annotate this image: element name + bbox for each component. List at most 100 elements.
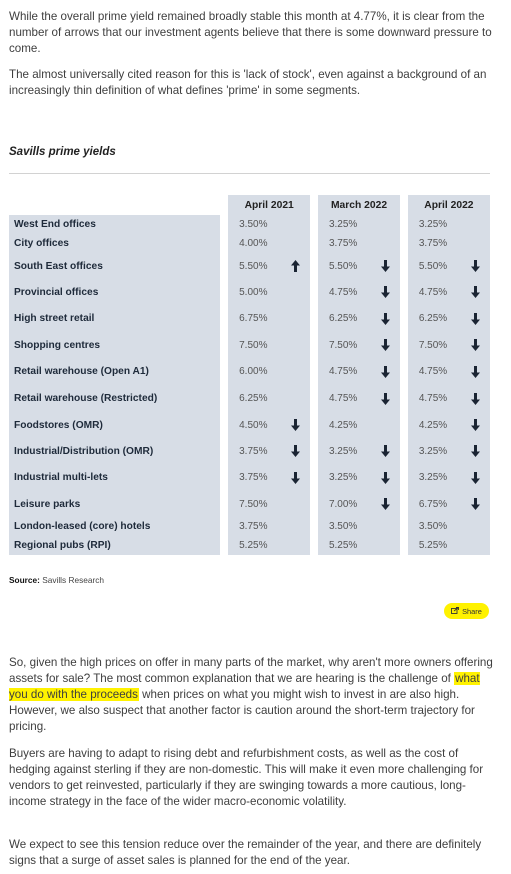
arrow-down-icon <box>381 260 391 272</box>
header-blank <box>9 195 221 215</box>
body-paragraph-3: So, given the high prices on offer in ma… <box>9 655 499 735</box>
p3-text-before: So, given the high prices on offer in ma… <box>9 656 493 685</box>
yield-value: 3.25% <box>418 472 448 483</box>
yield-value: 6.00% <box>239 366 268 377</box>
arrow-down-icon <box>291 445 301 457</box>
arrow-down-icon <box>471 419 480 431</box>
table-row: Retail warehouse (Restricted) 6.25% 4.75% 4… <box>9 385 490 412</box>
table-row: West End offices 3.50% 3.25% 3.25% <box>9 215 490 234</box>
yield-value: 7.50% <box>328 339 358 351</box>
prime-yields-table: April 2021 March 2022 April 2022 West En… <box>9 195 490 555</box>
value-cell: 4.50% <box>228 412 311 438</box>
value-cell: 6.00% <box>228 358 311 385</box>
value-cell: 4.75% <box>407 279 490 305</box>
table-row: Foodstores (OMR) 4.50% 4.25% 4.25% <box>9 412 490 438</box>
yield-value: 7.50% <box>239 498 268 510</box>
yield-value: 3.75% <box>418 238 448 249</box>
value-cell: 7.00% <box>317 491 401 517</box>
yield-value: 5.00% <box>239 286 268 298</box>
table-row: Retail warehouse (Open A1) 6.00% 4.75% 4.75… <box>9 358 490 385</box>
yield-value: 4.75% <box>418 286 448 298</box>
source-label: Source: <box>9 575 40 585</box>
yield-value: 5.25% <box>328 540 358 551</box>
p3-text-after: when prices on what you might wish to in… <box>9 688 475 733</box>
yield-value: 3.50% <box>418 521 448 532</box>
yield-value: 6.25% <box>328 313 358 324</box>
body-paragraph-4: Buyers are having to adapt to rising deb… <box>9 747 484 808</box>
yield-value: 3.75% <box>239 521 268 532</box>
divider <box>9 173 490 174</box>
row-label: Retail warehouse (Open A1) <box>9 358 221 385</box>
value-cell: 4.00% <box>228 234 311 253</box>
yield-value: 3.25% <box>328 472 358 483</box>
value-cell: 4.25% <box>407 412 490 438</box>
arrow-down-icon <box>381 286 391 298</box>
yield-value: 5.50% <box>328 260 358 272</box>
yield-value: 3.50% <box>239 219 268 230</box>
value-cell: 4.75% <box>317 279 401 305</box>
row-label: West End offices <box>9 215 221 234</box>
arrow-down-icon <box>381 498 391 510</box>
row-label: Regional pubs (RPI) <box>9 536 221 555</box>
arrow-down-icon <box>471 445 480 457</box>
value-cell: 4.75% <box>407 385 490 412</box>
value-cell: 3.25% <box>317 464 401 491</box>
row-label: London-leased (core) hotels <box>9 517 221 536</box>
value-cell: 7.50% <box>228 332 311 358</box>
value-cell: 6.25% <box>228 385 311 412</box>
value-cell: 5.25% <box>317 536 401 555</box>
yield-value: 5.25% <box>418 540 448 551</box>
source-note: Source: Savills Research <box>9 575 104 585</box>
arrow-down-icon <box>471 392 480 405</box>
row-label: Foodstores (OMR) <box>9 412 221 438</box>
row-label: South East offices <box>9 253 221 279</box>
arrow-down-icon <box>471 365 480 378</box>
arrow-down-icon <box>381 365 391 378</box>
table-row: Industrial/Distribution (OMR) 3.75% 3.25% 3… <box>9 438 490 464</box>
column-header: March 2022 <box>317 195 401 215</box>
value-cell: 6.25% <box>317 305 401 332</box>
intro-paragraph-2: The almost universally cited reason for … <box>9 68 487 97</box>
value-cell: 3.75% <box>228 438 311 464</box>
yield-value: 4.00% <box>239 238 268 249</box>
row-label: City offices <box>9 234 221 253</box>
row-label: High street retail <box>9 305 221 332</box>
yield-value: 6.75% <box>239 313 268 324</box>
yield-value: 6.75% <box>418 498 448 510</box>
yield-value: 3.25% <box>328 445 358 457</box>
row-label: Provincial offices <box>9 279 221 305</box>
yield-value: 4.25% <box>328 419 358 431</box>
table-row: Provincial offices 5.00% 4.75% 4.75% <box>9 279 490 305</box>
share-label: Share <box>462 606 482 616</box>
source-text: Savills Research <box>42 575 104 585</box>
row-label: Industrial/Distribution (OMR) <box>9 438 221 464</box>
yield-value: 4.75% <box>328 286 358 298</box>
value-cell: 3.50% <box>317 517 401 536</box>
table-row: City offices 4.00% 3.75% 3.75% <box>9 234 490 253</box>
row-label: Retail warehouse (Restricted) <box>9 385 221 412</box>
value-cell: 7.50% <box>407 332 490 358</box>
table-row: Shopping centres 7.50% 7.50% 7.50% <box>9 332 490 358</box>
arrow-down-icon <box>381 445 391 457</box>
table-row: South East offices 5.50% 5.50% 5.50% <box>9 253 490 279</box>
yield-value: 3.25% <box>418 219 448 230</box>
yield-value: 4.75% <box>328 393 358 404</box>
value-cell: 6.75% <box>228 305 311 332</box>
value-cell: 6.75% <box>407 491 490 517</box>
value-cell: 3.25% <box>407 215 490 234</box>
value-cell: 3.25% <box>317 438 401 464</box>
table-row: High street retail 6.75% 6.25% 6.25% <box>9 305 490 332</box>
table-row: Leisure parks 7.50% 7.00% 6.75% <box>9 491 490 517</box>
yield-value: 3.50% <box>328 521 358 532</box>
arrow-up-icon <box>291 260 301 272</box>
table-row: London-leased (core) hotels 3.75% 3.50% 3.5… <box>9 517 490 536</box>
arrow-down-icon <box>471 339 480 351</box>
column-header: April 2022 <box>407 195 490 215</box>
value-cell: 6.25% <box>407 305 490 332</box>
yield-value: 6.25% <box>239 393 268 404</box>
arrow-down-icon <box>381 339 391 351</box>
value-cell: 3.50% <box>407 517 490 536</box>
share-button[interactable]: Share <box>444 603 489 619</box>
value-cell: 4.75% <box>317 385 401 412</box>
value-cell: 3.25% <box>407 438 490 464</box>
